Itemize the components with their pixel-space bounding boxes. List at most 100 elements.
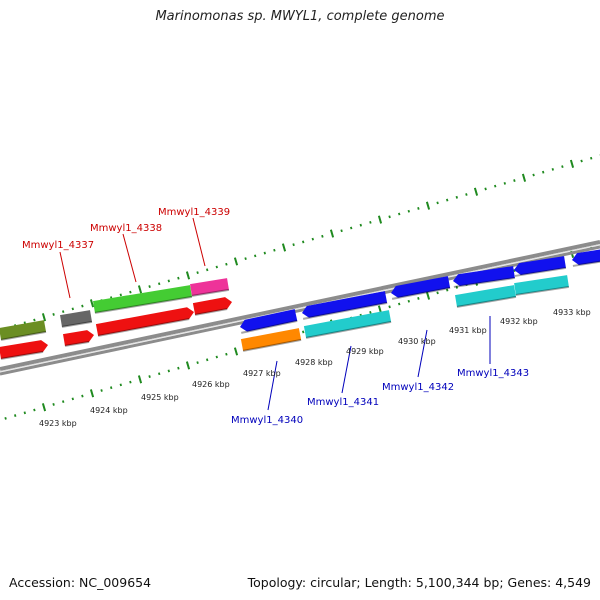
gene-labels: Mmwyl1_4337 Mmwyl1_4338 Mmwyl1_4339 Mmwyl1_…	[22, 207, 529, 426]
gene-feature	[63, 330, 94, 346]
inner-ruler-major-tick	[137, 375, 143, 384]
outer-ruler-minor-tick	[513, 179, 516, 182]
outer-ruler-minor-tick	[52, 313, 55, 316]
inner-ruler-minor-tick	[110, 386, 113, 390]
gene-feature	[95, 307, 194, 336]
gene-feature-shade	[191, 288, 230, 297]
outer-ruler-minor-tick	[33, 318, 36, 322]
genome-backbone	[0, 240, 600, 376]
inner-ruler-minor-tick	[33, 408, 36, 412]
inner-ruler-minor-tick	[417, 297, 420, 300]
gene-leader-line	[59, 251, 71, 299]
gene-feature-shade	[61, 320, 93, 328]
inner-ruler-minor-tick	[369, 310, 372, 314]
gene-feature-shade	[302, 301, 388, 320]
gene-leader-line	[267, 360, 278, 411]
outer-ruler-major-tick	[233, 257, 239, 266]
gene-feature-shade	[242, 338, 302, 352]
gene-feature-shade	[514, 266, 567, 277]
scale-label: 4932 kbp	[500, 317, 538, 326]
gene-feature-shade	[515, 285, 570, 296]
outer-ruler-major-tick	[521, 173, 527, 182]
inner-ruler-minor-tick	[158, 372, 161, 376]
outer-ruler-major-tick	[569, 159, 575, 168]
inner-ruler-minor-tick	[225, 352, 228, 356]
inner-ruler-minor-tick	[388, 305, 391, 309]
outer-ruler-minor-tick	[225, 262, 228, 266]
gene-feature	[453, 266, 515, 287]
outer-ruler-major-tick	[41, 313, 47, 322]
outer-ruler-minor-tick	[446, 198, 449, 202]
gene-label: Mmwyl1_4341	[307, 397, 379, 408]
outer-ruler-minor-tick	[532, 173, 535, 177]
outer-ruler-minor-tick	[129, 290, 132, 294]
outer-ruler-major-tick	[329, 229, 335, 238]
inner-ruler-minor-tick	[81, 394, 84, 398]
outer-ruler-minor-tick	[561, 165, 564, 169]
gene-leader-line	[192, 217, 206, 267]
inner-ruler-minor-tick	[302, 330, 305, 334]
gene-feature	[303, 310, 392, 338]
outer-ruler-minor-tick	[196, 271, 199, 274]
gene-feature	[192, 297, 232, 315]
outer-ruler-minor-tick	[292, 243, 295, 247]
gene-feature	[0, 320, 47, 340]
inner-ruler-minor-tick	[206, 358, 209, 362]
gene-label: Mmwyl1_4339	[158, 207, 230, 218]
outer-ruler-minor-tick	[388, 215, 391, 219]
scale-label: 4925 kbp	[141, 393, 179, 402]
gene-feature	[302, 291, 388, 318]
outer-ruler-minor-tick	[167, 279, 170, 283]
outer-ruler-minor-tick	[302, 240, 305, 244]
outer-ruler-minor-tick	[580, 159, 583, 163]
gene-feature	[454, 285, 517, 307]
inner-ruler-minor-tick	[62, 400, 65, 404]
outer-ruler-major-tick	[185, 271, 191, 280]
outer-ruler-minor-tick	[254, 254, 257, 258]
inner-ruler-minor-tick	[196, 361, 199, 364]
map-title: Marinomonas sp. MWYL1, complete genome	[155, 9, 445, 24]
outer-ruler-minor-tick	[119, 293, 122, 297]
inner-ruler-minor-tick	[129, 380, 132, 384]
outer-ruler-minor-tick	[359, 223, 362, 227]
outer-ruler-minor-tick	[436, 201, 439, 205]
scale-label: 4923 kbp	[39, 419, 77, 428]
inner-ruler-minor-tick	[71, 397, 74, 401]
scale-label: 4929 kbp	[346, 347, 384, 356]
scale-label: 4930 kbp	[398, 337, 436, 346]
outer-ruler-minor-tick	[369, 220, 372, 224]
scale-labels: 4923 kbp 4924 kbp 4925 kbp 4926 kbp 4927 kbp…	[39, 308, 591, 428]
gene-features	[0, 249, 600, 360]
outer-ruler-minor-tick	[417, 207, 420, 210]
outer-ruler-minor-tick	[62, 310, 65, 314]
scale-label: 4933 kbp	[553, 308, 591, 317]
inner-ruler-minor-tick	[52, 403, 55, 406]
outer-ruler-minor-tick	[340, 229, 343, 233]
inner-ruler-minor-tick	[167, 369, 170, 373]
gene-feature-shade	[305, 320, 392, 339]
gene-feature-shade	[241, 319, 298, 334]
outer-ruler-major-tick	[473, 187, 479, 196]
backbone-highlight	[0, 244, 600, 372]
gene-feature-shade	[0, 330, 47, 341]
outer-ruler-minor-tick	[455, 195, 458, 199]
outer-ruler-minor-tick	[321, 234, 324, 238]
gene-feature	[0, 340, 48, 359]
gene-leader-line	[417, 329, 428, 378]
outer-ruler-minor-tick	[503, 181, 506, 185]
gene-feature-shade	[453, 276, 516, 288]
outer-ruler-minor-tick	[398, 212, 401, 216]
inner-ruler-minor-tick	[4, 416, 7, 420]
outer-ruler-minor-tick	[263, 251, 266, 255]
outer-ruler-minor-tick	[148, 285, 151, 288]
scale-label: 4928 kbp	[295, 358, 333, 367]
scale-label: 4931 kbp	[449, 326, 487, 335]
topology-text: Topology: circular; Length: 5,100,344 bp…	[247, 575, 591, 590]
gene-feature-shade	[97, 318, 190, 337]
gene-feature	[190, 278, 229, 296]
accession-text: Accession: NC_009654	[9, 575, 152, 590]
inner-ruler-minor-tick	[455, 285, 458, 289]
outer-ruler-minor-tick	[542, 170, 545, 174]
gene-feature-shade	[391, 286, 451, 300]
